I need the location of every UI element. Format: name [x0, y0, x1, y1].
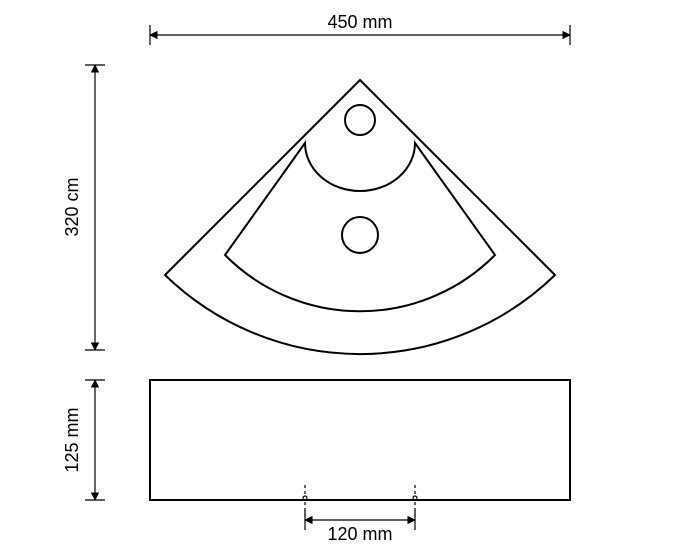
dimension-width-top: 450 mm: [150, 12, 570, 45]
dimension-hole-spacing-label: 120 mm: [327, 524, 392, 544]
dimension-height-label: 125 mm: [62, 407, 82, 472]
faucet-hole-icon: [345, 105, 375, 135]
dimension-depth-left: 320 cm: [62, 65, 105, 350]
dimension-depth-label: 320 cm: [62, 177, 82, 236]
basin-front-view: [150, 380, 570, 520]
basin-top-view: [165, 80, 555, 354]
drain-hole-icon: [342, 217, 378, 253]
dimension-hole-spacing: 120 mm: [305, 510, 415, 544]
dimension-height-left: 125 mm: [62, 380, 105, 500]
technical-drawing: 450 mm 320 cm 125 mm 120 mm: [0, 0, 700, 550]
dimension-width-label: 450 mm: [327, 12, 392, 32]
